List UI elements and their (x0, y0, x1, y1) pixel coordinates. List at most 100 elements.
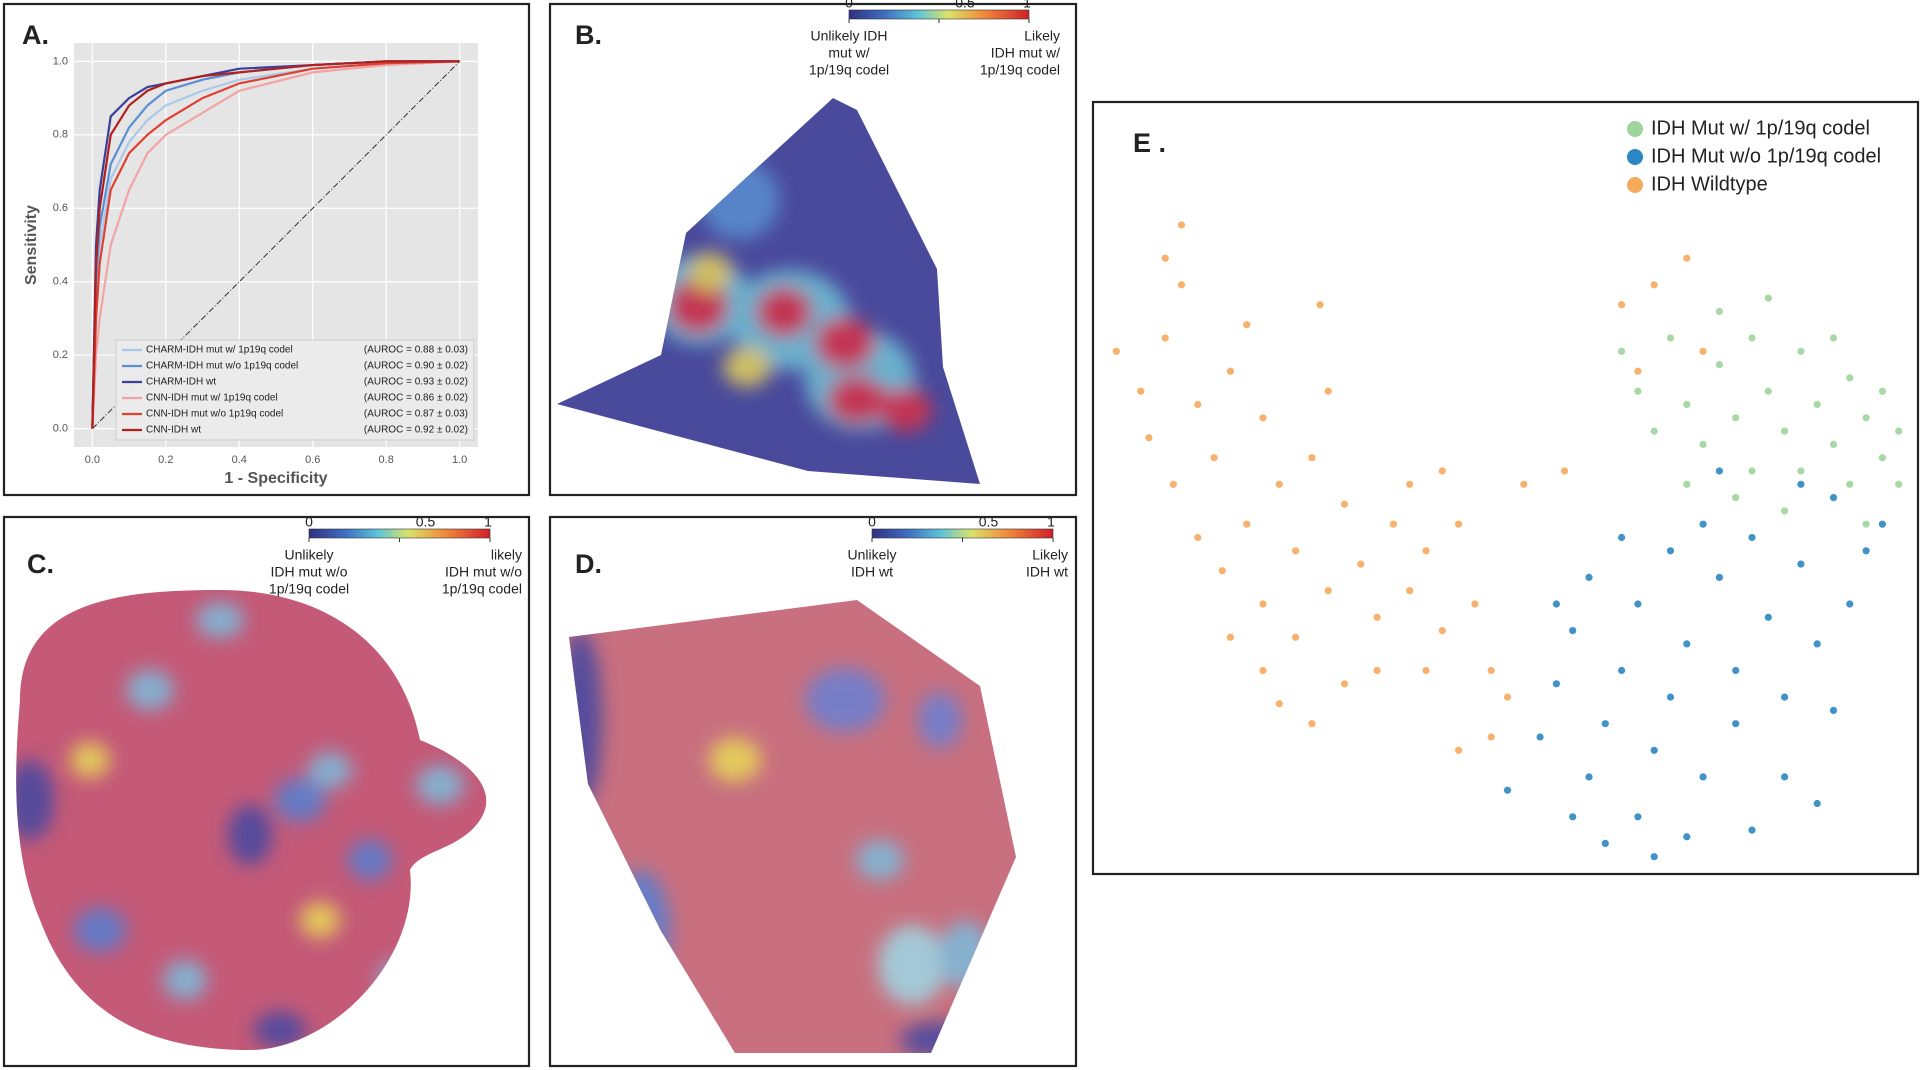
scatter-point (1161, 254, 1169, 262)
legend-marker (1627, 149, 1643, 165)
scatter-point (1813, 799, 1821, 808)
scatter-point (1389, 520, 1397, 528)
legend-marker (1627, 177, 1643, 193)
scatter-point (1316, 301, 1324, 309)
panel-letter: B. (575, 20, 602, 50)
scatter-point (1813, 400, 1821, 409)
scatter-point (1194, 533, 1202, 542)
scatter-point (1732, 414, 1740, 422)
scatter-point (1829, 334, 1838, 342)
x-tick-label: 0.8 (379, 454, 394, 466)
legend-auroc: (AUROC = 0.93 ± 0.02) (364, 377, 468, 388)
scatter-point (1732, 720, 1740, 728)
scatter-point (1340, 500, 1349, 508)
scatter-point (1715, 573, 1723, 582)
colorbar-low-label: 1p/19q codel (809, 62, 889, 78)
colorbar-high-label: 1p/19q codel (442, 581, 522, 597)
scatter-point (1650, 427, 1658, 435)
colorbar-high-label: IDH mut w/ (991, 45, 1060, 61)
colorbar-low-label: mut w/ (828, 45, 869, 61)
legend-label: CNN-IDH mut w/ 1p19q codel (146, 393, 278, 404)
legend-auroc: (AUROC = 0.92 ± 0.02) (364, 425, 468, 436)
tissue-image (569, 600, 1016, 1053)
scatter-point (1259, 666, 1267, 675)
panel-letter: D. (575, 549, 602, 579)
colorbar-tick-label: 1 (484, 514, 492, 530)
scatter-point (1797, 480, 1805, 488)
colorbar-low-label: IDH wt (851, 564, 893, 580)
scatter-point (1618, 347, 1626, 355)
scatter-point (1797, 560, 1805, 568)
scatter-point (1683, 640, 1691, 648)
colorbar-tick-label: 0 (305, 514, 313, 530)
roc-curve (91, 60, 460, 429)
scatter-point (1829, 706, 1838, 715)
scatter-point (1161, 334, 1169, 342)
scatter-point (1797, 347, 1805, 355)
scatter-point (1748, 826, 1756, 834)
scatter-point (1275, 700, 1283, 708)
scatter-point (1781, 427, 1789, 435)
legend-label: IDH Wildtype (1651, 173, 1768, 195)
scatter-point (1878, 454, 1886, 462)
colorbar-tick-label: 0 (845, 0, 853, 11)
scatter-point (1862, 547, 1870, 555)
scatter-point (1438, 467, 1446, 475)
scatter-point (1797, 467, 1805, 475)
scatter-point (1748, 334, 1756, 342)
scatter-point (1699, 773, 1707, 781)
y-tick-label: 0.2 (53, 349, 68, 361)
scatter-point (1650, 281, 1658, 289)
colorbar-low-label: Unlikely (847, 547, 896, 563)
colorbar (308, 528, 491, 539)
legend-label: CHARM-IDH mut w/ 1p19q codel (146, 345, 293, 356)
scatter-point (1552, 600, 1560, 608)
scatter-point (1210, 454, 1218, 462)
scatter-point (1373, 666, 1381, 675)
scatter-point (1634, 387, 1642, 395)
scatter-point (1585, 573, 1593, 582)
colorbar-high-label: Likely (1024, 28, 1060, 44)
scatter-point (1137, 387, 1145, 395)
scatter-point (1308, 720, 1316, 728)
colorbar-low-label: Unlikely IDH (810, 28, 887, 44)
scatter-point (1112, 347, 1120, 355)
scatter-point (1520, 480, 1528, 488)
tissue-image (557, 98, 980, 484)
scatter-point (1308, 454, 1316, 462)
scatter-point (1243, 321, 1251, 329)
colorbar-high-label: likely (491, 547, 522, 563)
x-tick-label: 1.0 (452, 454, 467, 466)
legend-auroc: (AUROC = 0.88 ± 0.03) (364, 345, 468, 356)
scatter-point (1324, 587, 1332, 595)
colorbar-low-label: IDH mut w/o (270, 564, 347, 580)
scatter-point (1560, 467, 1569, 475)
scatter-point (1471, 600, 1479, 608)
scatter-point (1585, 773, 1593, 781)
roc-curve (91, 60, 460, 429)
scatter-point (1503, 786, 1512, 794)
legend-auroc: (AUROC = 0.87 ± 0.03) (364, 409, 468, 420)
legend-label: CHARM-IDH wt (146, 377, 216, 388)
scatter-point (1618, 666, 1626, 675)
scatter-point (1846, 374, 1854, 382)
scatter-point (1218, 567, 1226, 575)
legend-marker (1627, 121, 1643, 137)
scatter-point (1764, 387, 1772, 395)
scatter-point (1145, 434, 1153, 442)
scatter-point (1862, 520, 1870, 528)
scatter-point (1455, 746, 1463, 754)
scatter-point (1683, 400, 1691, 409)
x-tick-label: 0.0 (85, 454, 100, 466)
panel-border (548, 2, 1078, 497)
chance-line (92, 61, 460, 429)
scatter-point (1829, 440, 1838, 448)
legend-label: CHARM-IDH mut w/o 1p19q codel (146, 361, 298, 372)
scatter-point (1781, 507, 1789, 515)
scatter-point (1666, 547, 1675, 555)
scatter-point (1699, 520, 1707, 528)
colorbar (848, 9, 1030, 20)
scatter-point (1764, 294, 1772, 302)
colorbar-low-label: 1p/19q codel (269, 581, 349, 597)
